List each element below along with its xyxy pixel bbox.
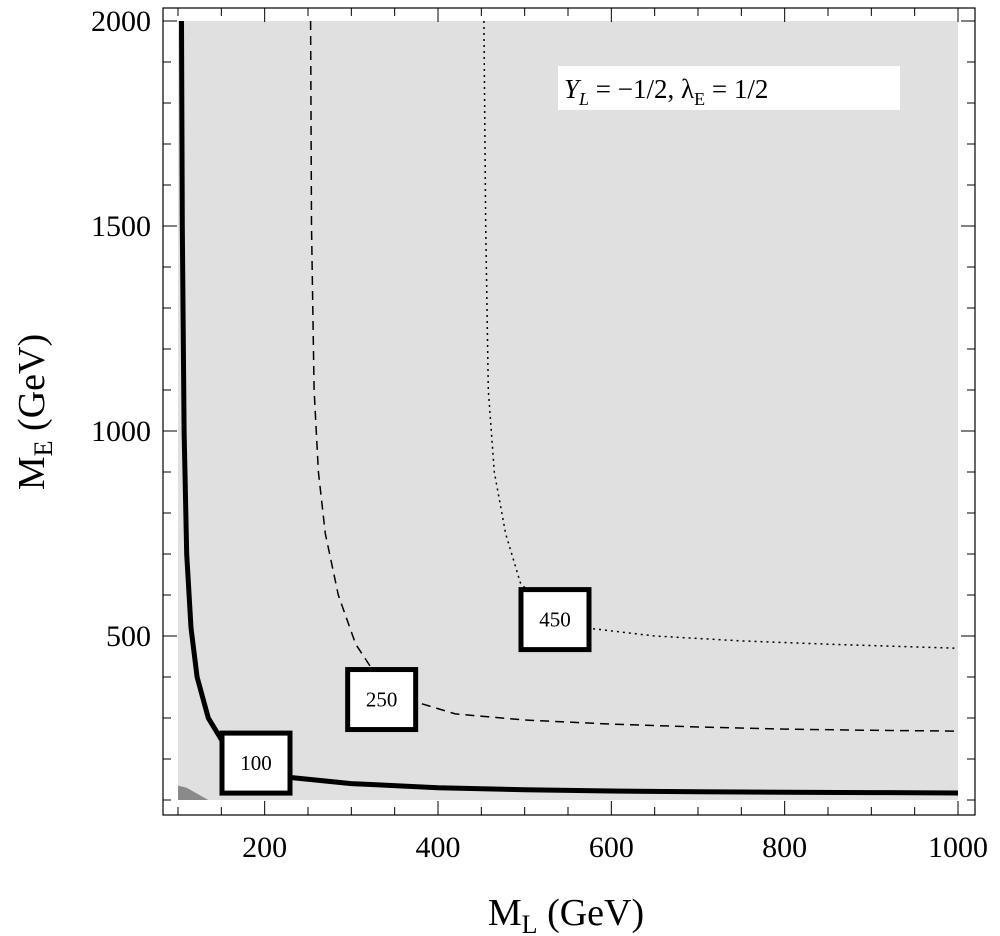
contour-line-250 [309,20,959,732]
y-tick-label: 1500 [91,210,151,243]
contour-label-text: 250 [366,688,398,712]
x-tick-label: 200 [242,831,287,864]
contour-label-450: 450 [518,587,592,653]
contour-label-text: 100 [240,751,272,775]
x-axis-title: ML (GeV) [488,892,644,936]
x-tick-label: 400 [416,831,461,864]
contour-line-450 [483,20,959,650]
annotation-box: YL = −1/2, λE = 1/2 [558,66,900,110]
contour-label-100: 100 [219,730,293,796]
shaded-region [178,785,209,800]
annotation-text: YL = −1/2, λE = 1/2 [564,74,768,109]
x-tick-label: 1000 [928,831,988,864]
y-tick-label: 1000 [91,415,151,448]
contour-label-text: 450 [539,608,571,632]
x-tick-label: 600 [589,831,634,864]
contour-label-250: 250 [345,667,419,733]
plot-background [178,21,958,800]
y-tick-label: 500 [106,620,151,653]
x-tick-label: 800 [762,831,807,864]
plot-frame [162,7,976,816]
y-tick-label: 2000 [91,5,151,38]
y-axis-title: ME (GeV) [11,334,58,490]
